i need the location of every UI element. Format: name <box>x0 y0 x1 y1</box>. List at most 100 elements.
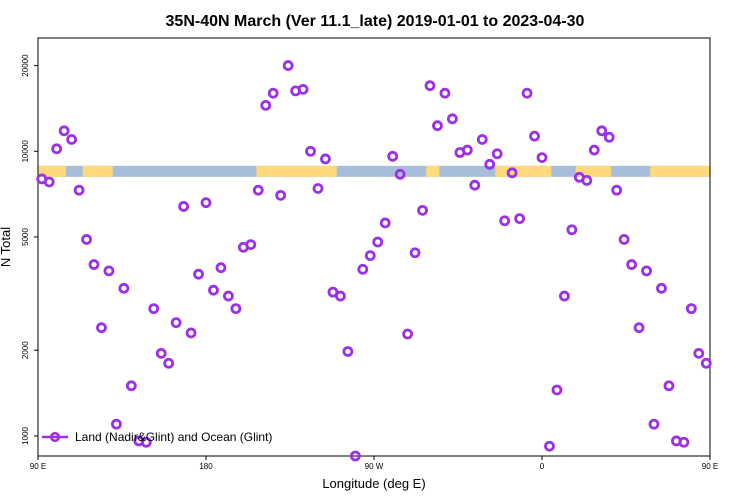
data-point <box>476 134 488 145</box>
data-point <box>275 189 287 201</box>
x-tick-label: 90 E <box>30 462 46 471</box>
data-point <box>200 197 212 209</box>
data-point <box>88 259 100 270</box>
data-point <box>260 99 272 111</box>
data-point <box>484 158 496 170</box>
data-point <box>648 418 660 430</box>
data-point <box>334 290 346 302</box>
data-point <box>312 183 324 194</box>
data-point <box>409 247 421 259</box>
data-point <box>43 176 55 188</box>
legend-label: Land (Nadir&Glint) and Ocean (Glint) <box>75 430 272 444</box>
data-point <box>342 346 354 357</box>
data-point <box>402 328 414 340</box>
data-point <box>424 80 436 92</box>
data-point <box>96 322 107 334</box>
data-point <box>178 201 190 212</box>
data-point <box>618 234 630 245</box>
y-tick-label: 20000 <box>21 54 30 77</box>
plot-frame <box>37 37 711 457</box>
data-point <box>588 144 600 156</box>
land-segment <box>495 165 552 177</box>
data-point <box>320 153 331 165</box>
data-point <box>506 167 518 179</box>
data-point <box>349 450 361 462</box>
data-point <box>215 262 227 274</box>
land-segment <box>426 165 440 177</box>
data-point <box>656 282 667 294</box>
data-point <box>155 347 167 359</box>
land-segment <box>575 165 612 177</box>
land-ocean-band <box>38 165 710 177</box>
data-point <box>700 357 712 369</box>
chart-title: 35N-40N March (Ver 11.1_late) 2019-01-01… <box>166 13 585 30</box>
data-point <box>185 327 197 339</box>
data-point <box>536 152 548 164</box>
data-point <box>222 290 234 302</box>
x-tick-label: 0 <box>540 462 545 471</box>
data-point <box>678 436 690 448</box>
y-axis: 1000 2000 5000 10000 20000 <box>21 54 38 445</box>
data-point <box>230 303 242 315</box>
data-point <box>394 168 406 180</box>
data-point <box>387 150 399 162</box>
data-point <box>66 134 77 145</box>
data-point <box>461 144 473 156</box>
data-point <box>439 87 451 99</box>
data-point <box>282 60 294 71</box>
data-point <box>596 125 608 137</box>
x-axis: 90 E 180 90 W 0 90 E <box>30 456 718 471</box>
data-point <box>685 303 697 315</box>
legend: Land (Nadir&Glint) and Ocean (Glint) <box>42 430 272 444</box>
data-point <box>417 204 428 216</box>
data-point <box>559 290 570 302</box>
data-point <box>163 357 175 369</box>
ocean-band <box>38 165 710 177</box>
data-point <box>432 120 443 132</box>
data-point <box>58 125 70 137</box>
data-point <box>170 317 182 329</box>
data-point <box>446 113 458 125</box>
data-point <box>379 217 391 229</box>
data-point <box>581 175 593 186</box>
data-point <box>111 418 122 430</box>
data-point <box>140 436 152 448</box>
data-point <box>514 213 525 225</box>
data-point <box>148 303 160 315</box>
data-point <box>566 224 578 236</box>
data-point <box>103 265 115 277</box>
data-points <box>36 60 712 462</box>
y-tick-label: 5000 <box>21 228 30 246</box>
y-tick-label: 2000 <box>21 341 30 359</box>
data-point <box>245 239 257 251</box>
legend-marker-swatch <box>49 431 61 443</box>
y-tick-label: 1000 <box>21 426 30 444</box>
data-point <box>693 347 705 359</box>
data-point <box>364 250 376 261</box>
x-tick-label: 90 W <box>365 462 384 471</box>
data-point <box>491 148 503 160</box>
data-point <box>357 263 369 275</box>
data-point <box>73 184 85 196</box>
data-point <box>252 184 264 196</box>
data-point <box>626 259 637 270</box>
x-tick-label: 180 <box>199 462 213 471</box>
land-segment <box>650 165 710 177</box>
y-axis-label: N Total <box>0 227 13 267</box>
data-point <box>551 384 563 396</box>
data-point <box>208 284 219 296</box>
data-point <box>125 380 137 392</box>
data-point <box>544 440 555 452</box>
data-point <box>529 130 540 142</box>
data-point <box>297 83 309 95</box>
y-tick-label: 10000 <box>21 140 30 163</box>
data-point <box>51 143 63 155</box>
data-point <box>521 87 533 99</box>
data-point <box>372 236 384 248</box>
data-point <box>603 131 615 143</box>
x-tick-label: 90 E <box>702 462 718 471</box>
data-point <box>267 87 279 99</box>
data-point <box>469 179 481 191</box>
data-point <box>193 268 204 280</box>
